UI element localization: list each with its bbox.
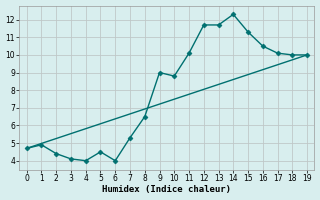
X-axis label: Humidex (Indice chaleur): Humidex (Indice chaleur) <box>102 185 231 194</box>
